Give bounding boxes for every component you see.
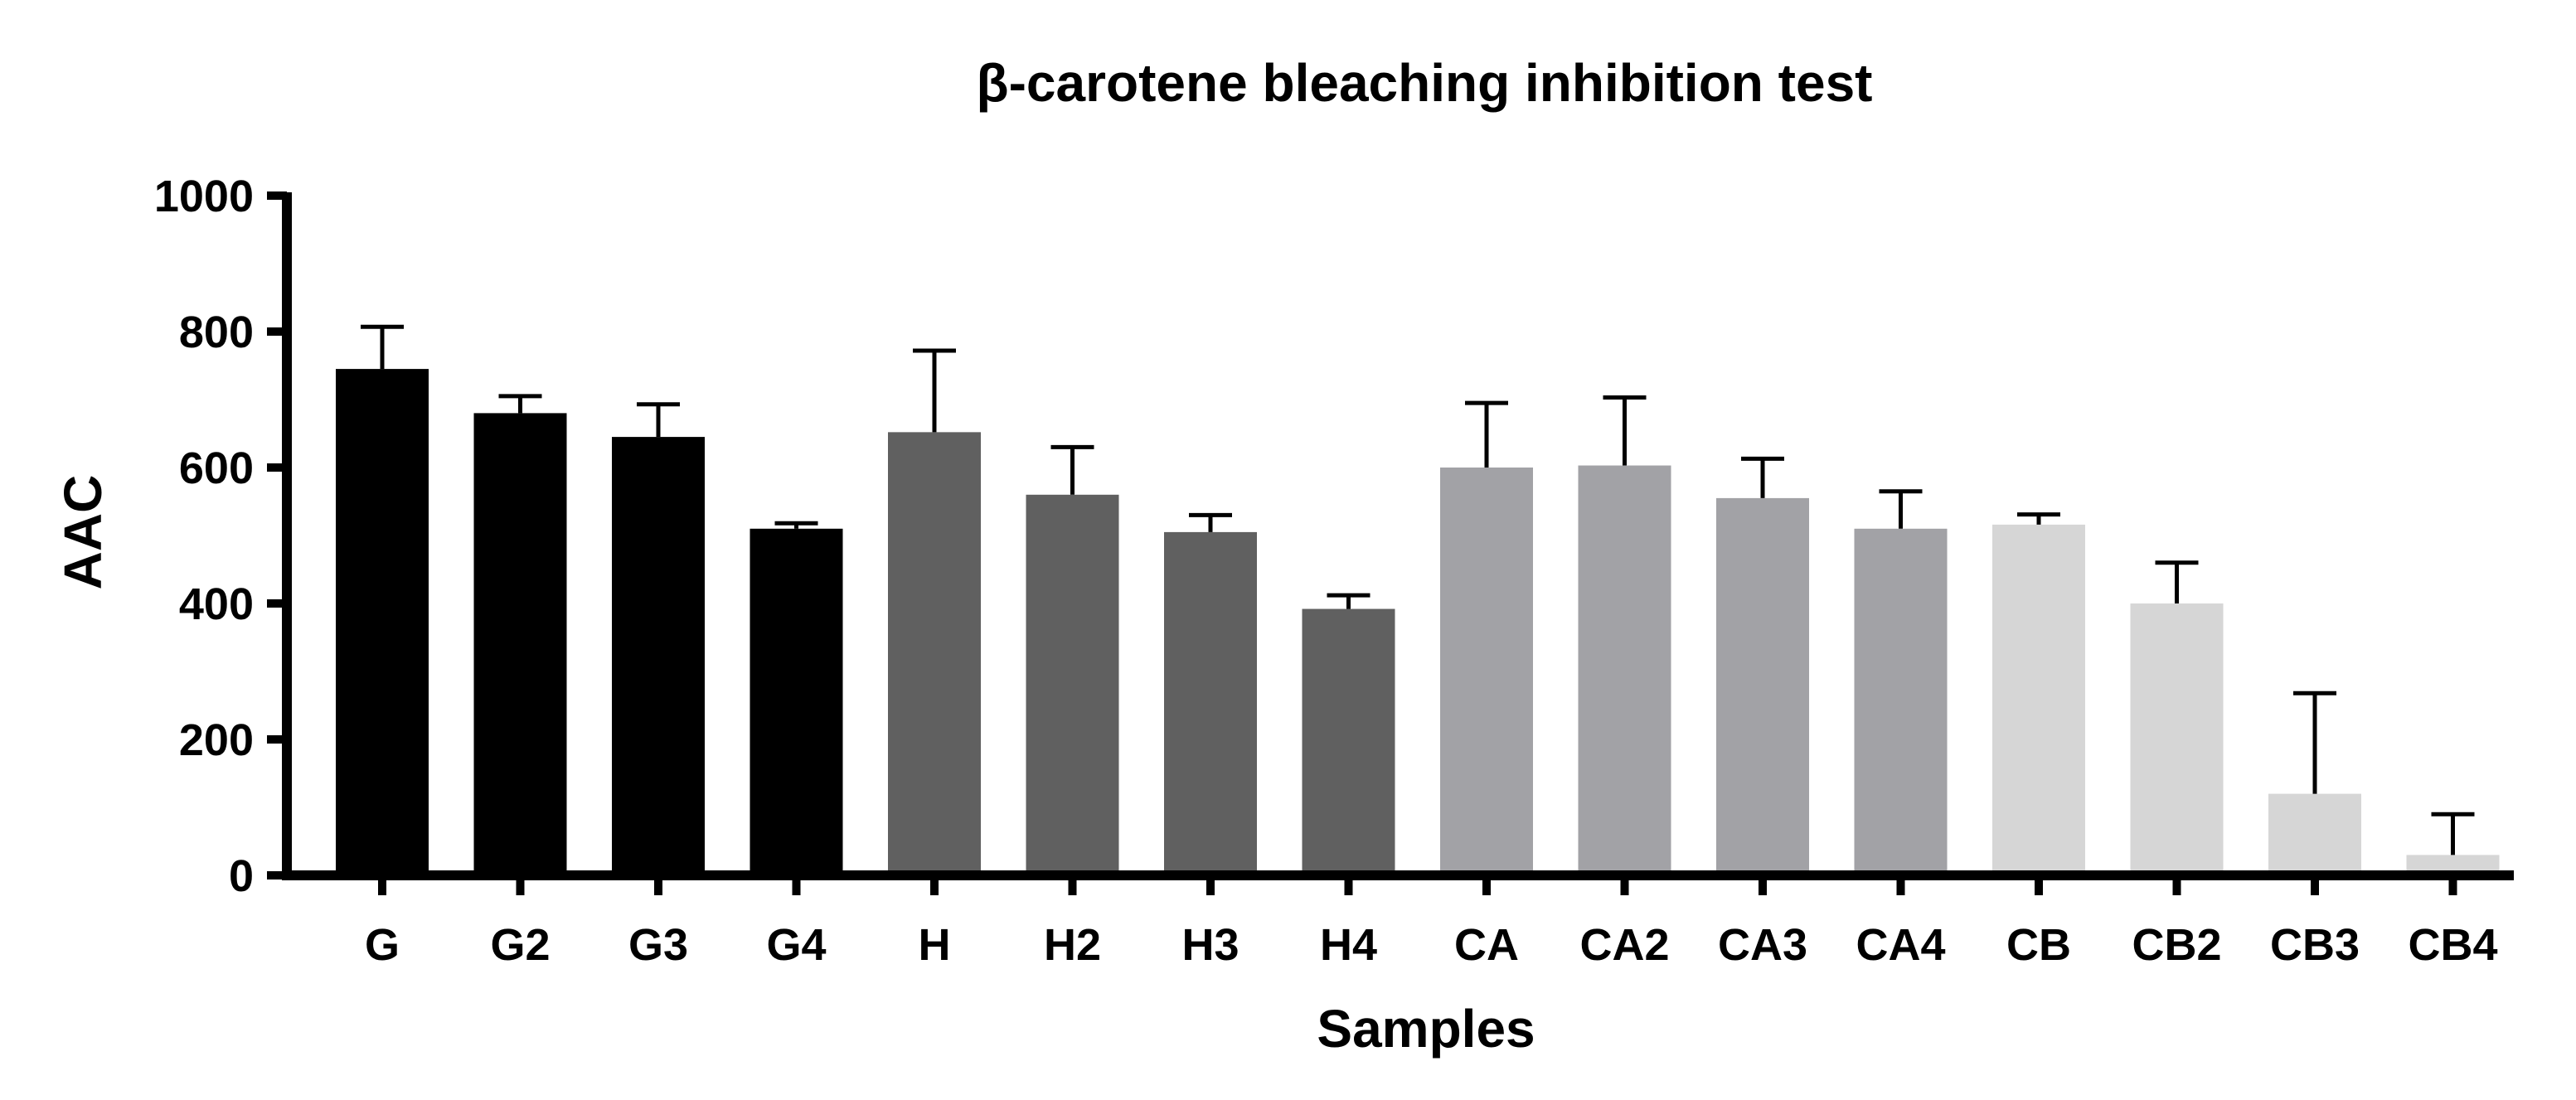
bar-ca4 [1854,528,1948,875]
chart-title: β-carotene bleaching inhibition test [977,53,1873,113]
bar-cb3 [2268,793,2361,875]
y-axis-label: AAC [53,475,113,590]
bar-h2 [1026,494,1119,875]
x-axis-label: Samples [1317,999,1535,1059]
error-bars-group [361,324,2475,855]
bar-g4 [750,528,843,875]
bar-g [336,369,429,876]
bar-h4 [1302,608,1395,875]
x-tick-label-g: G [365,920,400,970]
bar-cb2 [2130,603,2224,875]
y-tick-label: 600 [179,443,254,493]
x-tick-label-h2: H2 [1044,920,1101,970]
y-axis-ticks: 0 200 400 600 800 1000 [154,172,287,901]
y-tick-label: 400 [179,579,254,629]
x-tick-label-cb3: CB3 [2270,920,2360,970]
x-tick-label-ca2: CA2 [1579,920,1669,970]
bar-g2 [473,413,567,875]
y-tick-label: 800 [179,308,254,357]
x-axis-tick-labels: G G2 G3 G4 H H2 H3 H4 CA CA2 CA3 CA4 CB CB2 CB3 CB4 [365,875,2498,970]
x-tick-label-cb: CB [2006,920,2071,970]
y-tick-label: 0 [229,851,254,901]
bar-ca3 [1716,497,1809,875]
x-tick-label-cb2: CB2 [2132,920,2221,970]
bar-ca [1440,468,1533,875]
x-tick-label-ca3: CA3 [1718,920,1807,970]
x-tick-label-ca: CA [1454,920,1519,970]
bar-h [888,432,981,875]
x-tick-label-h4: H4 [1320,920,1377,970]
bar-ca2 [1578,465,1671,875]
bars-group [336,369,2500,876]
x-tick-label-h3: H3 [1181,920,1239,970]
y-tick-label: 1000 [154,172,254,221]
x-tick-label-h: H [919,920,951,970]
x-tick-label-g2: G2 [490,920,550,970]
x-tick-label-cb4: CB4 [2408,920,2497,970]
x-tick-label-g4: G4 [766,920,826,970]
bar-h3 [1164,531,1257,875]
bar-g3 [612,437,705,875]
y-tick-label: 200 [179,715,254,765]
x-tick-label-g3: G3 [628,920,688,970]
bar-cb [1992,524,2085,875]
x-tick-label-ca4: CA4 [1856,920,1945,970]
